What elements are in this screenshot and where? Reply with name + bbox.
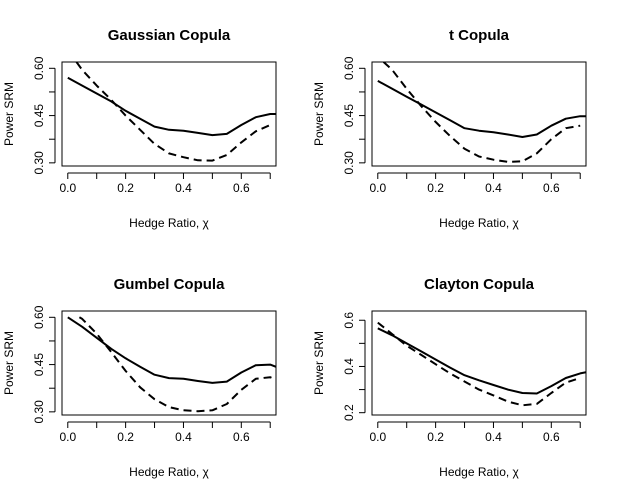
chart-panel-3: Gumbel Copula 0.0 0.2 0.4 0.6 0.30 0.45 0.60 Hed… [2,276,277,479]
x-tick-label: 0.6 [233,181,250,195]
x-tick-label: 0.2 [117,430,134,444]
chart-title: t Copula [449,27,510,44]
x-axis-label: Hedge Ratio, χ [129,216,209,230]
y-tick-label: 0.30 [342,151,356,175]
solid-series-line [67,316,276,384]
chart-title: Gumbel Copula [114,276,225,293]
dashed-series-line [75,62,271,162]
chart-title: Clayton Copula [424,276,535,293]
y-tick-label: 0.60 [32,56,46,80]
chart-panel-1: Gaussian Copula 0.0 0.2 0.4 0.6 0.30 0.45 0.60 H… [2,27,277,230]
x-tick-label: 0.0 [369,181,386,195]
x-tick-label: 0.0 [59,430,76,444]
y-axis-label: Power SRM [312,82,326,146]
plot-frame [371,61,587,167]
dashed-series-line [377,321,581,407]
solid-series-line [377,327,586,395]
chart-panel-2: t Copula 0.0 0.2 0.4 0.6 0.30 0.45 0.60 Hedge Ra… [312,27,587,230]
x-tick-label: 0.6 [233,430,250,444]
y-tick-label: 0.30 [32,151,46,175]
x-axis-label: Hedge Ratio, χ [439,216,519,230]
x-tick-label: 0.6 [543,430,560,444]
x-tick-label: 0.2 [117,181,134,195]
y-tick-label: 0.30 [32,400,46,424]
y-tick-label: 0.4 [342,358,356,375]
x-tick-label: 0.2 [427,181,444,195]
y-axis-label: Power SRM [2,82,16,146]
dashed-series-line [382,62,581,163]
x-tick-label: 0.4 [175,181,192,195]
x-tick-label: 0.4 [175,430,192,444]
x-tick-label: 0.6 [543,181,560,195]
y-tick-label: 0.60 [342,56,356,80]
plot-frame [371,310,587,416]
plot-frame [61,61,277,167]
y-tick-label: 0.2 [342,404,356,421]
dashed-series-line [78,316,276,413]
x-tick-label: 0.2 [427,430,444,444]
x-tick-label: 0.4 [485,181,502,195]
y-axis-label: Power SRM [2,331,16,395]
x-axis-label: Hedge Ratio, χ [439,465,519,479]
x-tick-label: 0.0 [59,181,76,195]
plot-frame [61,310,277,416]
y-tick-label: 0.60 [32,305,46,329]
x-axis-label: Hedge Ratio, χ [129,465,209,479]
chart-title: Gaussian Copula [108,27,231,44]
solid-series-line [67,76,276,137]
y-tick-label: 0.45 [32,104,46,128]
y-tick-label: 0.45 [342,104,356,128]
x-tick-label: 0.0 [369,430,386,444]
y-axis-label: Power SRM [312,331,326,395]
y-tick-label: 0.6 [342,312,356,329]
chart-panel-4: Clayton Copula 0.0 0.2 0.4 0.6 0.2 0.4 0.6 Hedge… [312,276,587,479]
y-tick-label: 0.45 [32,353,46,377]
x-tick-label: 0.4 [485,430,502,444]
solid-series-line [377,80,586,138]
